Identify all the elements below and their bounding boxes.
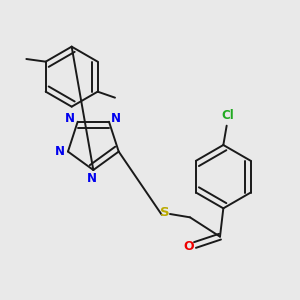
Text: N: N xyxy=(87,172,97,185)
Text: S: S xyxy=(160,206,169,219)
Text: O: O xyxy=(184,240,194,253)
Text: N: N xyxy=(111,112,121,125)
Text: Cl: Cl xyxy=(221,109,234,122)
Text: N: N xyxy=(55,145,64,158)
Text: N: N xyxy=(65,112,75,125)
